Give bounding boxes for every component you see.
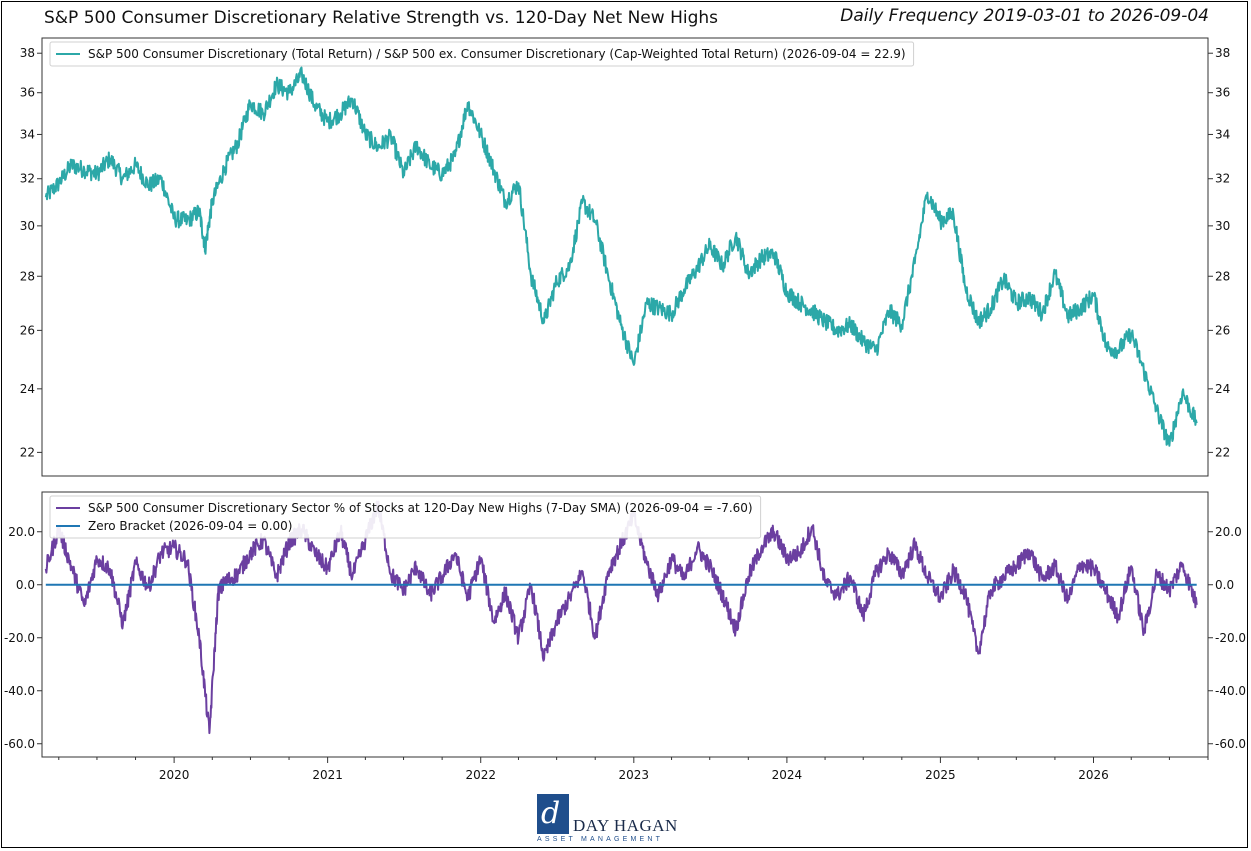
y-tick-label-right: 20.0: [1215, 525, 1242, 539]
x-tick-label: 2025: [925, 768, 956, 782]
y-tick-label-left: 34: [20, 127, 35, 141]
y-tick-label-right: 22: [1215, 445, 1230, 459]
y-tick-label-left: -20.0: [4, 631, 35, 645]
y-tick-label-right: -60.0: [1215, 737, 1246, 751]
legend-label: S&P 500 Consumer Discretionary (Total Re…: [88, 47, 906, 61]
x-tick-label: 2022: [465, 768, 496, 782]
y-tick-label-left: 30: [20, 219, 35, 233]
legend-label: S&P 500 Consumer Discretionary Sector % …: [88, 501, 753, 515]
logo-mark-icon: d: [537, 794, 569, 834]
legend-label: Zero Bracket (2026-09-04 = 0.00): [88, 519, 292, 533]
series-line-s-p-500-consumer-discretionary-sector-of: [44, 500, 1198, 735]
y-tick-label-left: 36: [20, 86, 35, 100]
x-tick-label: 2023: [619, 768, 650, 782]
legend-2: S&P 500 Consumer Discretionary Sector % …: [49, 495, 762, 539]
y-tick-label-left: -60.0: [4, 737, 35, 751]
plot-area-1: [41, 37, 1209, 477]
x-tick-label: 2026: [1078, 768, 1109, 782]
y-tick-label-right: 34: [1215, 127, 1230, 141]
x-tick-label: 2024: [772, 768, 803, 782]
legend-1: S&P 500 Consumer Discretionary (Total Re…: [49, 41, 915, 67]
y-tick-label-right: 36: [1215, 86, 1230, 100]
y-tick-label-left: 26: [20, 323, 35, 337]
y-tick-label-right: 30: [1215, 219, 1230, 233]
chart-date-range: Daily Frequency 2019-03-01 to 2026-09-04: [840, 6, 1209, 26]
y-tick-label-right: -20.0: [1215, 631, 1246, 645]
y-tick-label-right: 28: [1215, 269, 1230, 283]
y-tick-label-left: 22: [20, 445, 35, 459]
x-tick-label: 2021: [312, 768, 343, 782]
y-tick-label-right: 26: [1215, 323, 1230, 337]
y-tick-label-left: 38: [20, 46, 35, 60]
y-tick-label-left: 32: [20, 172, 35, 186]
legend-box: [49, 495, 762, 539]
panel-1: 22 22 24 24 26 26 28 28 30 30 32 32 34 34 36 36 38 38 S&P …: [20, 37, 1230, 477]
panel-2: 20.0 20.0 0.0 0.0 -20.0 -20.0 -40.0 -40.0 -60.0 -…: [4, 491, 1246, 782]
y-tick-label-left: 24: [20, 382, 35, 396]
y-tick-label-right: -40.0: [1215, 684, 1246, 698]
x-tick-label: 2020: [159, 768, 190, 782]
logo-name: DAY HAGAN: [573, 816, 678, 835]
series-line-s-p-500-consumer-discretionary-total-ret: [44, 66, 1198, 447]
y-tick-label-left: 0.0: [16, 578, 35, 592]
day-hagan-logo: d DAY HAGAN ASSET MANAGEMENT: [537, 794, 682, 846]
legend-box: [49, 41, 915, 67]
y-tick-label-left: 28: [20, 269, 35, 283]
y-tick-label-left: 20.0: [8, 525, 35, 539]
y-tick-label-left: -40.0: [4, 684, 35, 698]
y-tick-label-right: 38: [1215, 46, 1230, 60]
y-tick-label-right: 24: [1215, 382, 1230, 396]
chart-title: S&P 500 Consumer Discretionary Relative …: [44, 8, 719, 28]
logo-tagline: ASSET MANAGEMENT: [537, 836, 664, 843]
y-tick-label-right: 0.0: [1215, 578, 1234, 592]
y-tick-label-right: 32: [1215, 172, 1230, 186]
